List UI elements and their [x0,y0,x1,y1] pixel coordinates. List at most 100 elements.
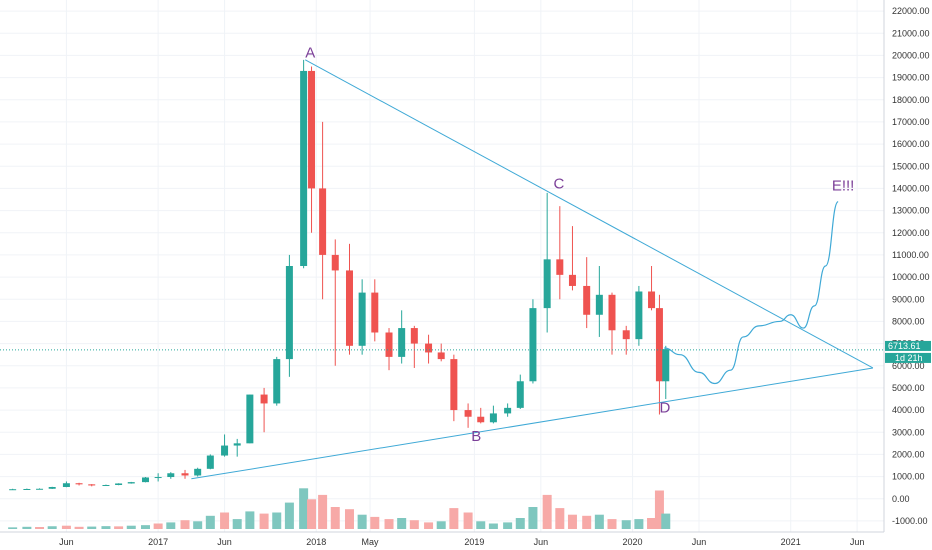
volume-bar [35,527,45,529]
candle-body [516,381,524,408]
volume-bar [424,522,434,529]
triangle-trendline [304,59,874,369]
candle-body [206,455,214,469]
time-tick-label: 2019 [464,537,484,547]
candle-body [662,349,670,382]
candle-body [568,274,576,286]
price-tick-label: 1000.00 [892,472,925,482]
candle-body [331,254,339,271]
volume-bar [344,509,354,529]
volume-bar [284,502,294,529]
price-tick-label: 8000.00 [892,316,925,326]
volume-bar [436,521,446,529]
candle-body [556,259,564,275]
price-tick-label: 0.00 [892,494,910,504]
time-tick-label: Jun [217,537,232,547]
candle-body [371,292,379,333]
time-tick-label: 2020 [623,537,643,547]
candle-body [300,70,308,266]
candle-body [115,483,123,486]
candlesticks [9,59,670,491]
candle-body [167,473,175,478]
price-tick-label: 4000.00 [892,405,925,415]
countdown-badge [885,352,931,363]
price-tick-label: 9000.00 [892,294,925,304]
candle-body [425,343,433,353]
candle-body [319,188,327,255]
candle-body [358,292,366,346]
candle-body [608,294,616,331]
price-tick-label: 6000.00 [892,361,925,371]
annotation-label: D [659,399,670,416]
volume-bar [503,522,513,529]
candle-body [583,285,591,315]
candle-body [398,328,406,357]
volume-bar [397,518,407,529]
time-tick-label: Jun [692,537,707,547]
price-tick-label: 21000.00 [892,28,930,38]
candle-body [102,485,110,487]
volume-bar [307,499,317,529]
price-tick-label: 5000.00 [892,383,925,393]
trendlines [191,59,874,480]
price-tick-label: 16000.00 [892,139,930,149]
candle-body [48,487,56,489]
volume-bar [654,490,664,529]
candle-body [437,352,445,360]
candle-body [88,484,96,486]
price-tick-label: 10000.00 [892,272,930,282]
volume-bar [140,525,150,529]
volume-bar [607,519,617,529]
volume-bar [488,523,498,529]
annotation-label: C [553,175,564,192]
volume-bar [272,512,282,529]
volume-bar [567,514,577,529]
price-badge [885,340,931,351]
volume-bar [101,526,111,529]
volume-bar [153,523,163,529]
volume-bar [318,494,328,529]
grid-lines [0,0,884,532]
time-tick-label: 2018 [306,537,326,547]
candle-body [246,394,254,444]
volume-bar [634,519,644,529]
volume-bar [542,494,552,529]
candle-body [648,291,656,309]
candle-body [308,70,316,189]
price-tick-label: 14000.00 [892,183,930,193]
volume-bar [582,515,592,529]
candle-body [260,394,268,404]
candle-body [504,407,512,414]
candle-body [194,468,202,476]
volume-bar [126,525,136,529]
price-tick-label: 13000.00 [892,206,930,216]
price-tick-label: 19000.00 [892,73,930,83]
volume-bar [180,520,190,529]
annotation-label: A [305,45,315,62]
candle-body [36,488,44,490]
volume-bar [61,525,71,529]
candle-body [285,266,293,360]
volume-bar [47,526,57,529]
volume-bar [661,513,671,529]
volume-bar [259,513,269,529]
volume-bar [647,518,657,529]
candle-body [221,445,229,456]
volume-bar [232,519,242,529]
candle-body [127,482,135,484]
volume-bar [476,521,486,529]
volume-bar [8,527,18,529]
candle-body [450,359,458,411]
volume-bar [463,512,473,529]
volume-bars [8,488,671,529]
candle-body [622,330,630,340]
candle-body [635,291,643,340]
price-tick-label: 17000.00 [892,117,930,127]
volume-bar [299,488,309,529]
triangle-trendline [191,367,874,480]
time-tick-label: May [362,537,380,547]
price-tick-label: 15000.00 [892,161,930,171]
candle-body [655,308,663,382]
